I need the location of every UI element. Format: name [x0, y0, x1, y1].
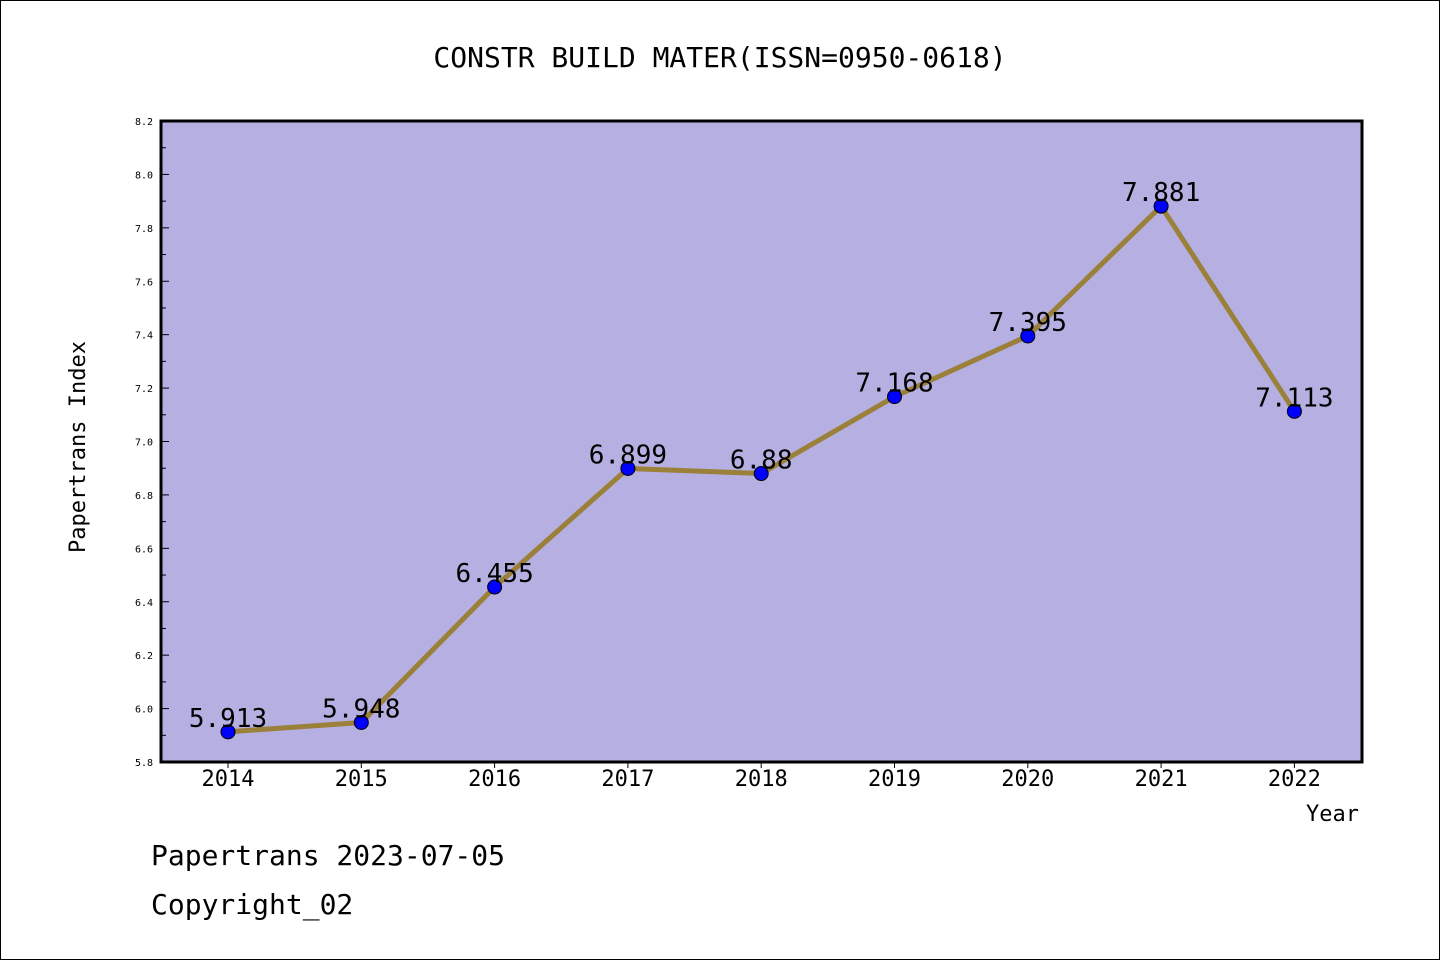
y-tick-label: 6.2 [135, 651, 153, 662]
y-tick-label: 6.8 [135, 491, 153, 502]
footer-copyright: Copyright_02 [151, 888, 353, 922]
y-axis-label: Papertrans Index [66, 341, 91, 553]
data-point-marker [487, 579, 503, 595]
markers-group [220, 198, 1302, 740]
data-point-marker [1153, 198, 1169, 214]
data-label: 5.948 [322, 694, 400, 724]
y-axis-ticks: 5.8 6.0 6.2 6.4 6.6 6.8 7.0 7.2 7.4 7.6 7.8 8.0 8.2 [135, 117, 169, 769]
x-tick-label: 2017 [601, 767, 654, 792]
x-tick-label: 2018 [735, 767, 788, 792]
y-tick-label: 6.0 [135, 705, 153, 716]
y-tick-label: 8.0 [135, 170, 153, 181]
data-label: 7.395 [989, 308, 1067, 338]
data-label: 6.455 [455, 559, 533, 589]
data-point-marker [353, 714, 369, 730]
data-point-marker [753, 466, 769, 482]
x-tick-label: 2021 [1135, 767, 1188, 792]
x-axis-label: Year [1306, 802, 1359, 827]
footer-date: Papertrans 2023-07-05 [151, 839, 505, 872]
data-label: 5.913 [189, 704, 267, 734]
data-point-marker [1020, 328, 1036, 344]
data-label: 6.899 [589, 440, 667, 470]
x-tick-label: 2019 [868, 767, 921, 792]
data-label: 7.113 [1255, 383, 1333, 413]
data-labels-group: 5.913 5.948 6.455 6.899 6.88 7.168 7.395 7.881 7… [189, 178, 1334, 734]
data-point-marker [1286, 403, 1302, 419]
y-tick-label: 7.4 [135, 331, 153, 342]
x-axis-ticks: 2014 2015 2016 2017 2018 2019 2020 2021 2022 [202, 762, 1321, 792]
y-tick-label: 7.2 [135, 384, 153, 395]
x-tick-label: 2022 [1268, 767, 1321, 792]
x-tick-label: 2020 [1001, 767, 1054, 792]
data-label: 7.881 [1122, 178, 1200, 208]
y-tick-label: 8.2 [135, 117, 153, 128]
data-label: 7.168 [855, 369, 933, 399]
y-tick-label: 7.6 [135, 277, 153, 288]
y-tick-label: 7.0 [135, 438, 153, 449]
data-point-marker [220, 724, 236, 740]
y-tick-label: 6.4 [135, 598, 153, 609]
x-tick-label: 2014 [202, 767, 255, 792]
data-label: 6.88 [730, 446, 793, 476]
chart-title: CONSTR BUILD MATER(ISSN=0950-0618) [433, 41, 1006, 74]
data-point-marker [620, 460, 636, 476]
x-tick-label: 2015 [335, 767, 388, 792]
y-tick-label: 6.6 [135, 544, 153, 555]
y-tick-label: 5.8 [135, 758, 153, 769]
plot-area [159, 119, 1364, 764]
x-tick-label: 2016 [468, 767, 521, 792]
y-tick-label: 7.8 [135, 224, 153, 235]
data-point-marker [887, 389, 902, 405]
